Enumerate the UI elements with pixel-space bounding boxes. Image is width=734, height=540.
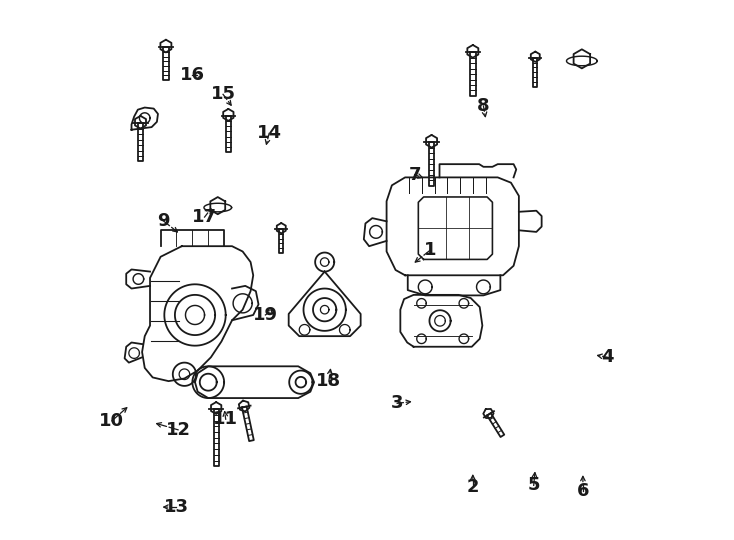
Text: 12: 12 bbox=[166, 421, 191, 439]
Text: 18: 18 bbox=[316, 372, 341, 390]
Text: 15: 15 bbox=[211, 85, 236, 103]
Text: 6: 6 bbox=[577, 482, 589, 500]
Text: 8: 8 bbox=[477, 97, 490, 115]
Text: 1: 1 bbox=[424, 241, 437, 259]
Text: 4: 4 bbox=[602, 348, 614, 366]
Text: 16: 16 bbox=[180, 66, 205, 84]
Text: 5: 5 bbox=[528, 476, 540, 495]
Text: 3: 3 bbox=[391, 394, 404, 413]
Text: 7: 7 bbox=[408, 166, 421, 184]
Text: 13: 13 bbox=[164, 498, 189, 516]
Text: 10: 10 bbox=[99, 412, 125, 430]
Text: 9: 9 bbox=[157, 212, 170, 230]
Text: 2: 2 bbox=[467, 478, 479, 496]
Text: 14: 14 bbox=[257, 124, 282, 143]
Text: 17: 17 bbox=[192, 208, 217, 226]
Text: 11: 11 bbox=[213, 410, 239, 428]
Text: 19: 19 bbox=[253, 306, 278, 324]
